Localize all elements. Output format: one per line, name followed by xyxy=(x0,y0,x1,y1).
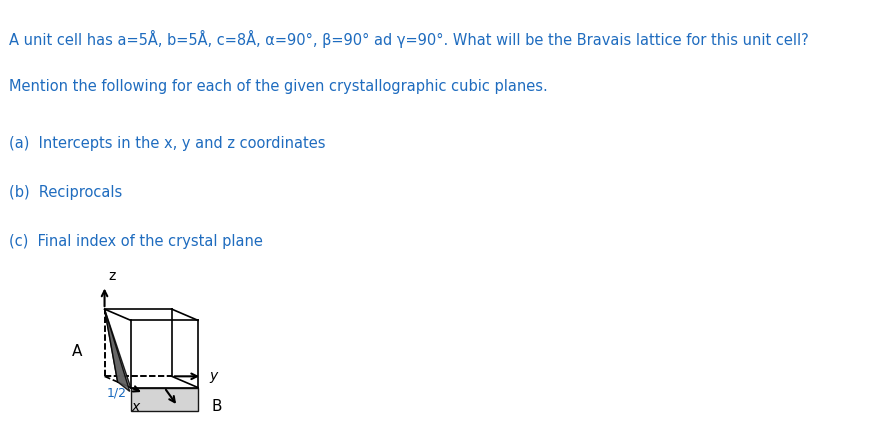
Text: B: B xyxy=(212,399,222,414)
Text: x: x xyxy=(132,400,140,414)
Text: (b)  Reciprocals: (b) Reciprocals xyxy=(9,185,122,200)
Polygon shape xyxy=(105,309,131,388)
Polygon shape xyxy=(105,309,130,392)
Polygon shape xyxy=(131,388,198,411)
Text: Mention the following for each of the given crystallographic cubic planes.: Mention the following for each of the gi… xyxy=(9,79,548,94)
Text: 1/2: 1/2 xyxy=(107,386,127,400)
Text: A unit cell has a=5Å, b=5Å, c=8Å, α=90°, β=90° ad γ=90°. What will be the Bravai: A unit cell has a=5Å, b=5Å, c=8Å, α=90°,… xyxy=(9,30,809,47)
Text: (c)  Final index of the crystal plane: (c) Final index of the crystal plane xyxy=(9,234,263,249)
Text: A: A xyxy=(72,344,82,359)
Text: (a)  Intercepts in the x, y and z coordinates: (a) Intercepts in the x, y and z coordin… xyxy=(9,135,325,151)
Text: y: y xyxy=(210,369,218,383)
Text: z: z xyxy=(108,269,116,283)
